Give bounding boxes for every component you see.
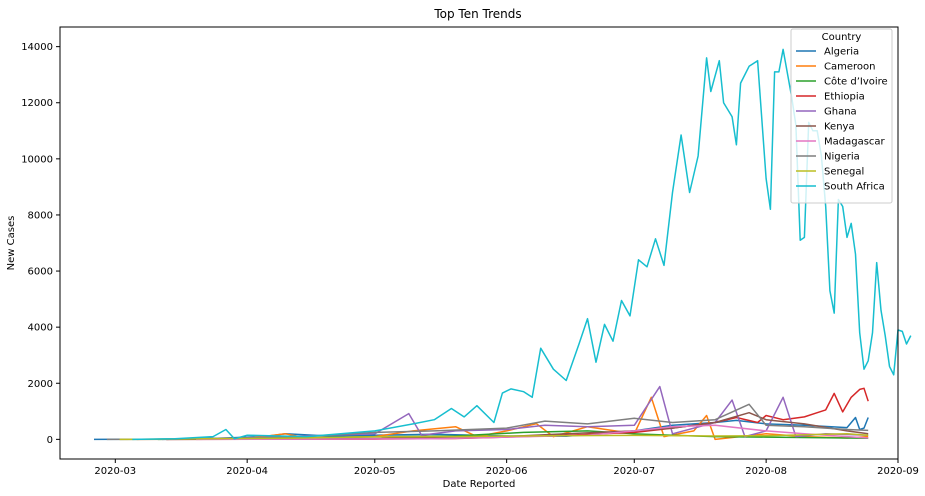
legend-label: Senegal <box>824 167 864 178</box>
legend-box <box>790 28 893 204</box>
series-line-ghana <box>162 385 869 441</box>
y-tick-label: 4000 <box>28 323 53 334</box>
axis-ticks: 2020-03 2020-04 2020-05 2020-06 2020-07 2020-… <box>21 42 919 477</box>
chart-title: Top Ten Trends <box>433 7 521 21</box>
y-tick-label: 0 <box>47 435 53 446</box>
series-line-nigeria <box>106 403 869 441</box>
x-tick-label: 2020-03 <box>94 466 136 477</box>
y-tick-label: 8000 <box>28 210 53 221</box>
x-axis-label: Date Reported <box>443 479 516 490</box>
x-tick-label: 2020-08 <box>745 466 787 477</box>
y-tick-label: 12000 <box>21 98 53 109</box>
legend-label: Ghana <box>824 107 857 118</box>
series-lines <box>93 48 912 441</box>
x-tick-label: 2020-07 <box>613 466 655 477</box>
y-axis-label: New Cases <box>6 216 17 271</box>
legend-label: Ethiopia <box>824 92 865 103</box>
y-tick-label: 6000 <box>28 267 53 278</box>
legend-label: Côte d’Ivoire <box>824 76 888 88</box>
legend-label: Nigeria <box>824 152 860 163</box>
y-tick-label: 2000 <box>28 379 53 390</box>
plot-frame <box>59 26 899 460</box>
y-tick-label: 14000 <box>21 42 53 53</box>
series-line-senegal <box>119 433 869 441</box>
legend-label: Kenya <box>824 122 855 133</box>
legend-title: Country <box>822 32 862 43</box>
legend-label: Madagascar <box>824 137 886 148</box>
x-tick-label: 2020-09 <box>877 466 919 477</box>
y-tick-label: 10000 <box>21 154 53 165</box>
series-line-south-africa <box>132 48 912 441</box>
x-tick-label: 2020-04 <box>226 466 268 477</box>
legend-label: Cameroon <box>824 62 875 73</box>
legend: Country Algeria Cameroon Côte d’Ivoire Ethi… <box>790 28 893 204</box>
legend-label: Algeria <box>824 47 859 58</box>
x-tick-label: 2020-06 <box>486 466 528 477</box>
legend-label: South Africa <box>824 182 885 193</box>
x-tick-label: 2020-05 <box>354 466 396 477</box>
